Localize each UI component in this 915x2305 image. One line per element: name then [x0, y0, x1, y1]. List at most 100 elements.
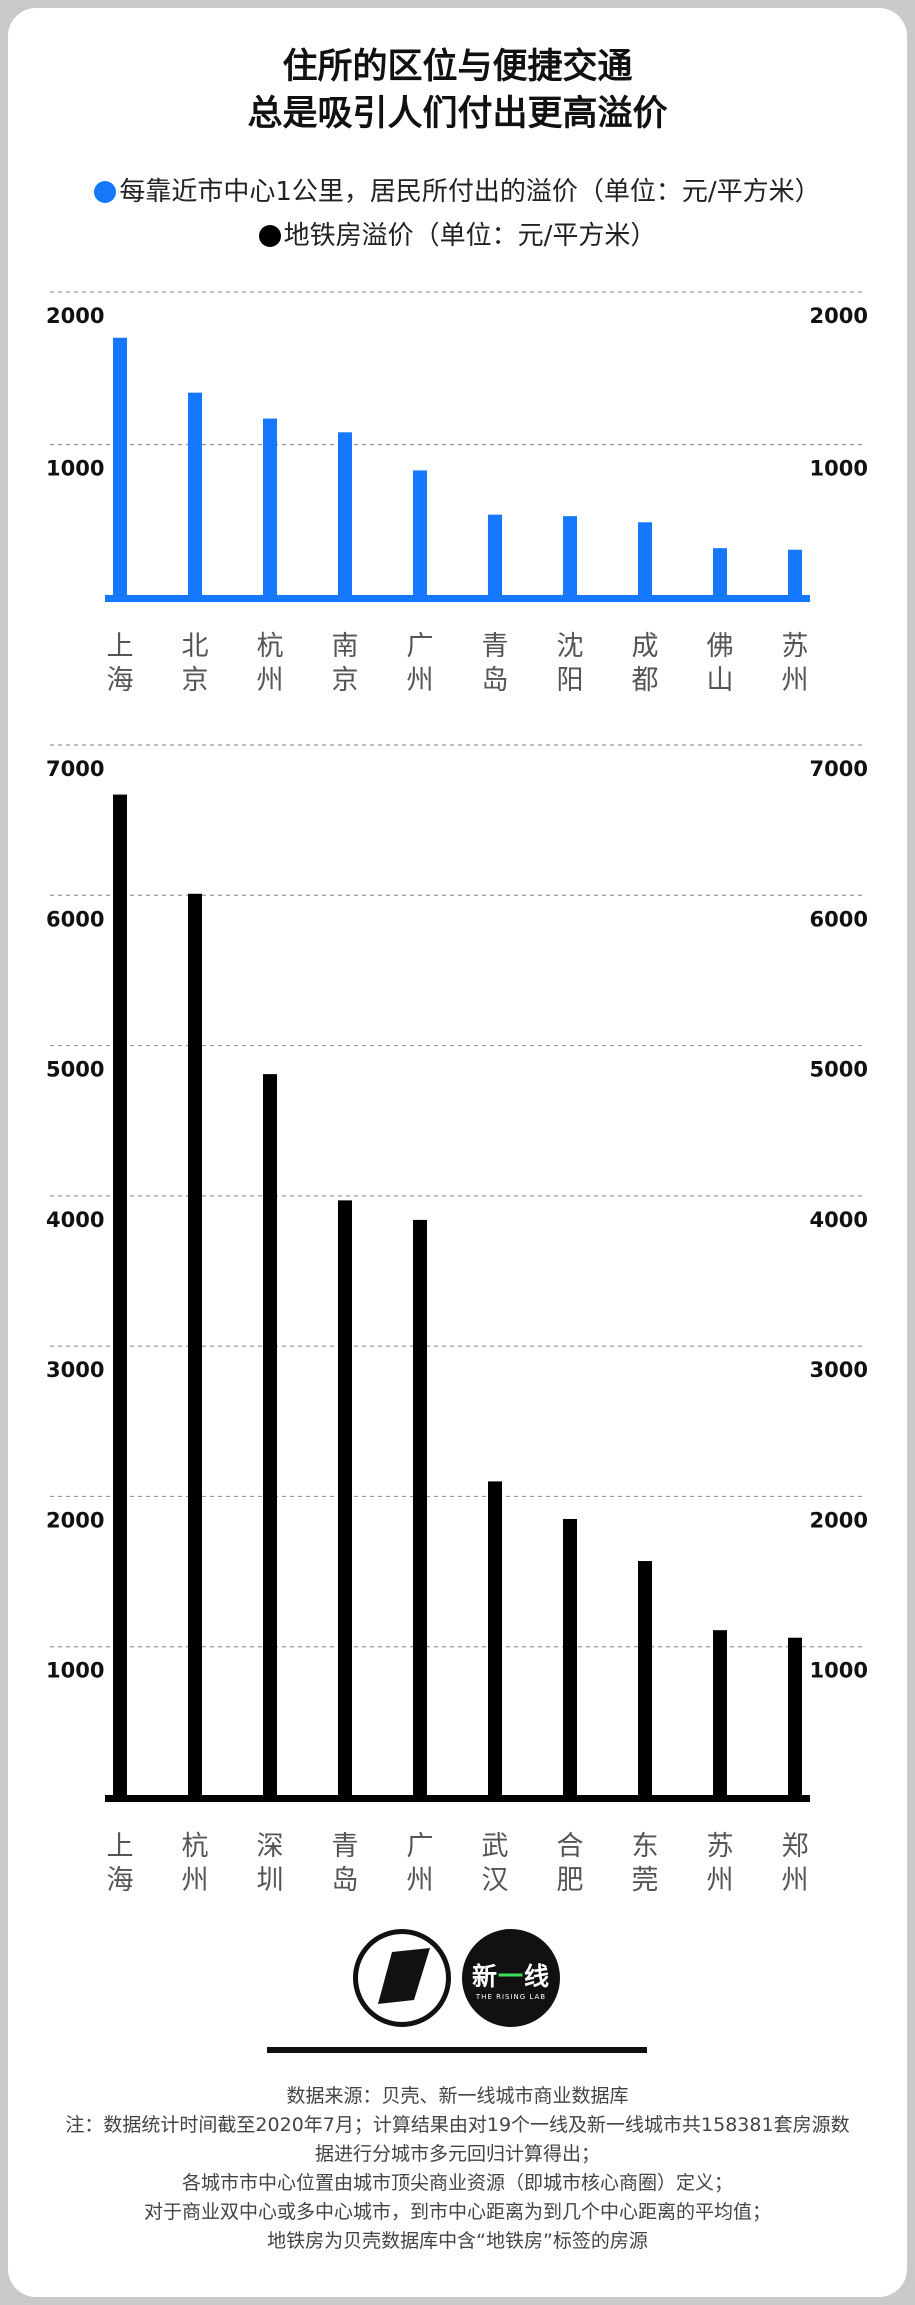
category-label-1: 海	[107, 665, 134, 696]
category-label-5: 广	[407, 1831, 434, 1862]
category-label-5: 州	[407, 665, 434, 696]
logo-mark-left	[353, 1929, 451, 2027]
legend-item-black: 地铁房溢价（单位：元/平方米）	[0, 214, 915, 258]
y-tick-label-right: 6000	[810, 907, 868, 931]
bar-3	[263, 418, 277, 597]
y-tick-label-right: 7000	[810, 757, 868, 781]
y-tick-label-left: 6000	[46, 907, 104, 931]
chart-metro-premium: 1000 1000 2000 2000 3000 3000 4000 4000 5000 5000…	[46, 744, 868, 1896]
category-label-5: 广	[407, 631, 434, 662]
chart-distance-premium: 1000 1000 2000 2000 上海 北京 杭州 南京 广州 青岛 沈阳 成都 佛山 苏州	[46, 291, 868, 696]
legend-text-black: 地铁房溢价（单位：元/平方米）	[283, 221, 657, 251]
logo-brand-sub: THE RISING LAB	[475, 1993, 547, 2001]
category-label-7: 合	[557, 1831, 584, 1862]
bar-2	[188, 392, 202, 597]
category-label-2: 杭	[182, 1831, 209, 1862]
category-label-1: 上	[107, 1831, 134, 1862]
category-label-10: 州	[782, 1865, 809, 1896]
bar-6	[488, 514, 502, 597]
y-tick-label-left: 5000	[46, 1058, 104, 1082]
category-label-10: 郑	[782, 1831, 809, 1862]
category-label-1: 上	[107, 631, 134, 662]
category-label-1: 海	[107, 1865, 134, 1896]
category-label-8: 都	[632, 665, 659, 696]
y-tick-label-right: 3000	[810, 1358, 868, 1382]
y-tick-label-right: 1000	[810, 457, 868, 481]
bar-9	[713, 548, 727, 597]
bar-10	[788, 549, 802, 597]
category-label-4: 岛	[332, 1865, 359, 1896]
category-label-9: 州	[707, 1865, 734, 1896]
y-tick-label-left: 1000	[46, 1659, 104, 1683]
footer-divider	[267, 2047, 647, 2053]
category-label-4: 南	[332, 631, 359, 662]
bar-9	[713, 1630, 727, 1797]
y-tick-label-left: 4000	[46, 1208, 104, 1232]
legend-text-blue: 每靠近市中心1公里，居民所付出的溢价（单位：元/平方米）	[119, 177, 821, 207]
y-tick-label-right: 1000	[810, 1659, 868, 1683]
category-label-7: 阳	[557, 665, 584, 696]
category-label-8: 成	[632, 631, 659, 662]
category-label-6: 岛	[482, 665, 509, 696]
bar-8	[638, 1561, 652, 1797]
category-label-2: 京	[182, 665, 209, 696]
note-line-3: 据进行分城市多元回归计算得出；	[314, 2143, 600, 2165]
category-label-10: 苏	[782, 631, 809, 662]
category-label-3: 圳	[257, 1865, 284, 1896]
title-line-1: 住所的区位与便捷交通	[282, 47, 633, 87]
category-label-9: 苏	[707, 1831, 734, 1862]
bar-1	[113, 794, 127, 1797]
category-label-10: 州	[782, 665, 809, 696]
bar-6	[488, 1481, 502, 1797]
logo-brand-b: 一	[497, 1962, 524, 1991]
legend-dot-blue	[94, 181, 117, 203]
logo-brand-a: 新	[471, 1962, 498, 1991]
category-label-6: 武	[482, 1831, 509, 1862]
title-line-2: 总是吸引人们付出更高溢价	[247, 94, 668, 134]
bar-5	[413, 470, 427, 597]
category-label-6: 青	[482, 631, 509, 662]
x-axis-baseline	[105, 1795, 810, 1802]
y-tick-label-left: 2000	[46, 304, 104, 328]
page-title: 住所的区位与便捷交通 总是吸引人们付出更高溢价	[0, 44, 915, 138]
bar-2	[188, 893, 202, 1797]
category-label-3: 州	[257, 665, 284, 696]
category-label-3: 深	[257, 1831, 284, 1862]
logo-mark-right: 新一线 THE RISING LAB	[462, 1929, 560, 2027]
note-line-1: 数据来源：贝壳、新一线城市商业数据库	[286, 2085, 629, 2107]
category-label-9: 佛	[707, 631, 734, 662]
category-label-4: 京	[332, 665, 359, 696]
category-label-3: 杭	[257, 631, 284, 662]
category-label-5: 州	[407, 1865, 434, 1896]
y-tick-label-left: 2000	[46, 1508, 104, 1532]
bar-8	[638, 522, 652, 597]
note-line-2: 注：数据统计时间截至2020年7月；计算结果由对19个一线及新一线城市共1583…	[65, 2114, 850, 2136]
category-label-6: 汉	[482, 1865, 509, 1896]
legend-dot-black	[258, 225, 281, 247]
category-label-8: 东	[632, 1831, 659, 1862]
category-label-2: 北	[182, 631, 209, 662]
x-axis-baseline	[105, 595, 810, 602]
note-line-4: 各城市市中心位置由城市顶尖商业资源（即城市核心商圈）定义；	[181, 2172, 733, 2194]
bar-4	[338, 432, 352, 597]
note-line-6: 地铁房为贝壳数据库中含“地铁房”标签的房源	[267, 2230, 648, 2252]
infographic-card	[8, 8, 907, 2297]
category-label-4: 青	[332, 1831, 359, 1862]
bar-1	[113, 337, 127, 597]
category-label-7: 肥	[557, 1865, 584, 1896]
y-tick-label-right: 4000	[810, 1208, 868, 1232]
y-tick-label-left: 3000	[46, 1358, 104, 1382]
y-tick-label-right: 2000	[810, 1508, 868, 1532]
y-tick-label-right: 5000	[810, 1058, 868, 1082]
bar-7	[563, 1518, 577, 1797]
bar-3	[263, 1074, 277, 1797]
y-tick-label-left: 1000	[46, 457, 104, 481]
y-tick-label-right: 2000	[810, 304, 868, 328]
bar-7	[563, 516, 577, 597]
bar-10	[788, 1637, 802, 1797]
bar-5	[413, 1219, 427, 1797]
legend-item-blue: 每靠近市中心1公里，居民所付出的溢价（单位：元/平方米）	[0, 170, 915, 214]
category-label-9: 山	[707, 665, 734, 696]
category-label-7: 沈	[557, 631, 584, 662]
